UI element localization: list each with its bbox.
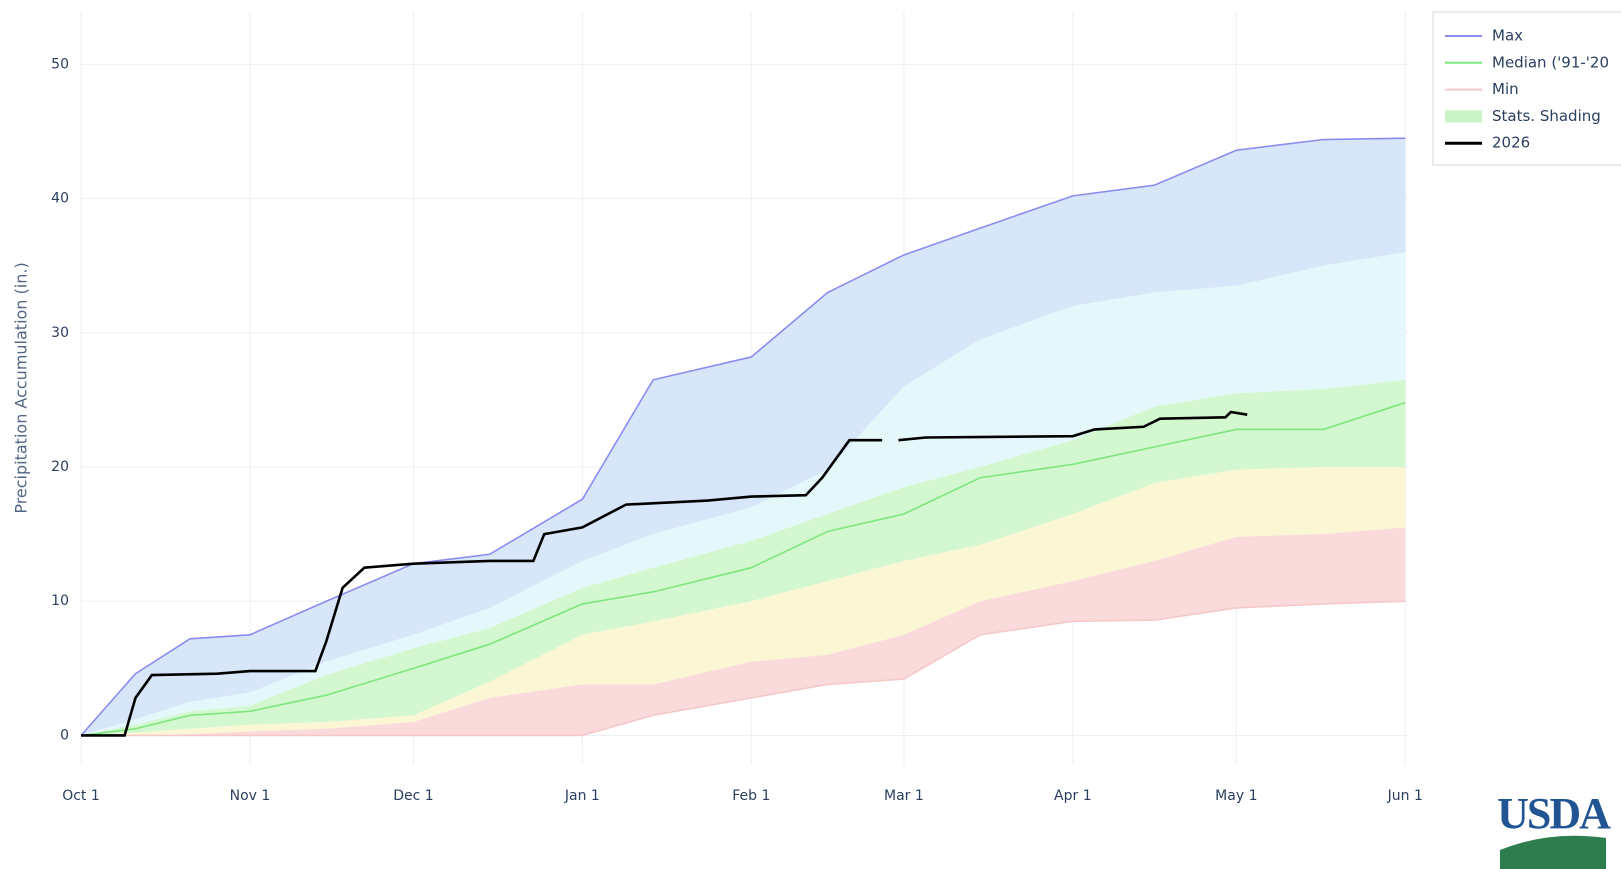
legend-swatch bbox=[1445, 110, 1482, 123]
legend-label: Stats. Shading bbox=[1492, 107, 1601, 125]
x-tick-label: Apr 1 bbox=[1054, 788, 1092, 804]
x-tick-label: Dec 1 bbox=[393, 788, 433, 804]
y-tick-label: 30 bbox=[51, 325, 69, 341]
usda-logo: USDA bbox=[1497, 789, 1613, 869]
stats-band bbox=[81, 467, 1406, 736]
stats-band bbox=[81, 527, 1406, 736]
stats-band bbox=[81, 379, 1406, 736]
legend-label: Median ('91-'20 bbox=[1492, 53, 1609, 71]
logo-text: USDA bbox=[1497, 789, 1611, 838]
logo-field bbox=[1500, 835, 1606, 869]
x-tick-label: Feb 1 bbox=[732, 788, 770, 804]
legend-box bbox=[1432, 11, 1621, 166]
x-tick-label: Mar 1 bbox=[884, 788, 924, 804]
legend-label: Min bbox=[1492, 80, 1519, 98]
series-line bbox=[81, 600, 1406, 737]
y-tick-label: 20 bbox=[51, 459, 69, 475]
x-tick-label: Jun 1 bbox=[1387, 788, 1423, 804]
x-tick-label: May 1 bbox=[1215, 788, 1257, 804]
stats-band bbox=[81, 252, 1406, 736]
series-line bbox=[81, 410, 1248, 737]
stats-band bbox=[81, 138, 1406, 736]
y-tick-label: 0 bbox=[60, 727, 69, 743]
x-tick-label: Nov 1 bbox=[230, 788, 271, 804]
x-tick-label: Jan 1 bbox=[564, 788, 600, 804]
legend: Max Median ('91-'20 Min Stats. Shading 2026 bbox=[1432, 11, 1621, 166]
x-tick-label: Oct 1 bbox=[62, 788, 100, 804]
y-tick-label: 40 bbox=[51, 191, 69, 207]
series-line bbox=[80, 401, 1406, 737]
y-tick-label: 10 bbox=[51, 593, 69, 609]
series-line bbox=[80, 137, 1406, 737]
legend-label: 2026 bbox=[1492, 134, 1530, 152]
legend-label: Max bbox=[1492, 27, 1523, 45]
y-axis-title: Precipitation Accumulation (in.) bbox=[12, 262, 31, 513]
y-tick-label: 50 bbox=[51, 56, 69, 72]
